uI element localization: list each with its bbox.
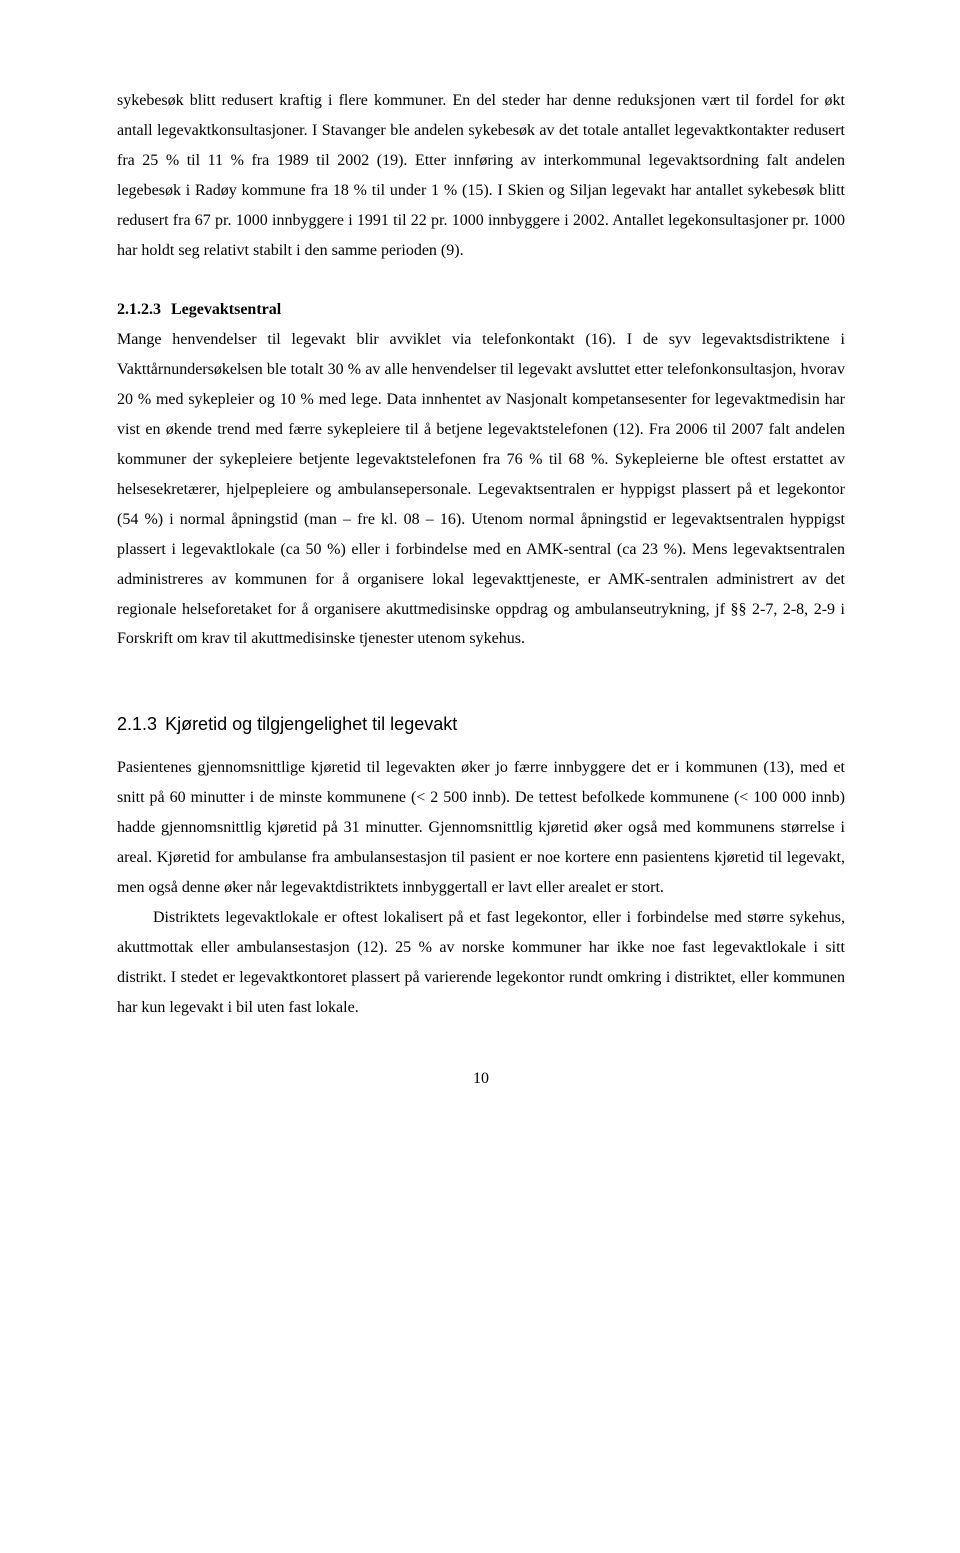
- heading-number: 2.1.2.3: [117, 301, 161, 318]
- heading-number: 2.1.3: [117, 714, 157, 734]
- page-number: 10: [117, 1070, 845, 1088]
- paragraph-1: sykebesøk blitt redusert kraftig i flere…: [117, 86, 845, 265]
- heading-title: Legevaktsentral: [171, 301, 281, 318]
- paragraph-4: Distriktets legevaktlokale er oftest lok…: [117, 903, 845, 1023]
- heading-2-1-2-3: 2.1.2.3 Legevaktsentral: [117, 295, 845, 325]
- paragraph-3: Pasientenes gjennomsnittlige kjøretid ti…: [117, 753, 845, 903]
- heading-2-1-3: 2.1.3 Kjøretid og tilgjengelighet til le…: [117, 714, 845, 735]
- heading-title: Kjøretid og tilgjengelighet til legevakt: [165, 714, 457, 734]
- paragraph-2: Mange henvendelser til legevakt blir avv…: [117, 325, 845, 654]
